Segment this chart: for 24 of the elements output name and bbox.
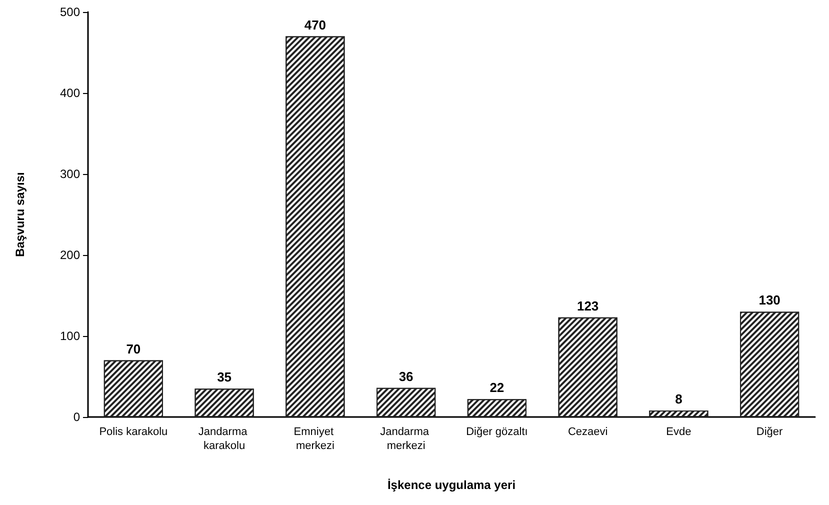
y-tick-label: 100 xyxy=(60,329,80,343)
x-tick-label: Diğer gözaltı xyxy=(466,426,528,438)
x-axis-title: İşkence uygulama yeri xyxy=(387,478,516,492)
y-tick-label: 500 xyxy=(60,5,80,19)
x-tick-label: Cezaevi xyxy=(568,426,608,438)
data-label: 36 xyxy=(398,368,414,384)
data-label: 8 xyxy=(675,392,682,407)
data-label: 22 xyxy=(490,380,504,396)
data-label: 35 xyxy=(217,370,232,385)
x-tick-label: Jandarma merkezi xyxy=(380,426,432,452)
data-label: 70 xyxy=(126,341,141,356)
x-tick-label: Jandarma karakolu xyxy=(198,426,250,452)
data-label: 130 xyxy=(758,292,780,308)
data-label: 470 xyxy=(304,17,326,32)
x-tick-label: Polis karakolu xyxy=(99,426,168,438)
y-tick-label: 0 xyxy=(73,410,80,424)
y-tick-label: 300 xyxy=(60,167,80,181)
x-tick-label: Evde xyxy=(666,426,692,438)
y-axis-title: Başvuru sayısı xyxy=(13,172,27,257)
y-tick-label: 400 xyxy=(60,86,80,100)
data-label: 123 xyxy=(576,298,599,314)
x-tick-label: Emniyet merkezi xyxy=(294,426,337,452)
x-tick-label: Diğer xyxy=(756,426,784,438)
y-tick-label: 200 xyxy=(60,248,80,262)
